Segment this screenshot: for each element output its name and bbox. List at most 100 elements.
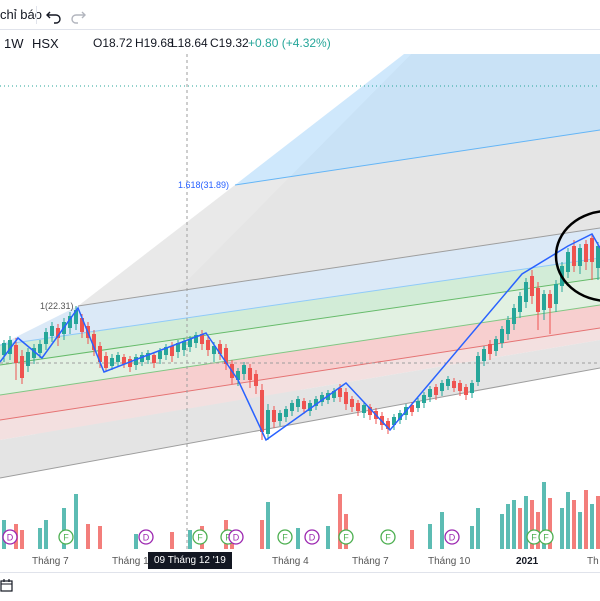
candle <box>428 389 432 397</box>
dividend-event-marker[interactable] <box>304 529 320 545</box>
candle <box>116 355 120 362</box>
candle <box>14 345 18 363</box>
candle <box>122 357 126 364</box>
event-marker-label: D <box>143 533 150 543</box>
candle <box>170 346 174 356</box>
candle <box>80 318 84 332</box>
candle <box>146 353 150 360</box>
x-tick-label: Tháng 7 <box>32 556 69 567</box>
undo-icon[interactable] <box>43 4 65 26</box>
candle <box>176 343 180 352</box>
candle <box>446 379 450 386</box>
candle <box>314 399 318 406</box>
x-tick-label: 2021 <box>516 556 539 567</box>
candle <box>398 413 402 420</box>
event-marker-label: F <box>343 533 349 543</box>
dividend-event-marker[interactable] <box>2 529 18 545</box>
time-axis[interactable]: Tháng 7 Tháng 10 Tháng 4 Tháng 7 Tháng 1… <box>0 549 600 571</box>
candle <box>566 252 570 272</box>
symbol-legend: 1W HSX O18.72 H19.68 L18.64 C19.32 +0.80… <box>0 30 600 54</box>
candle <box>8 340 12 354</box>
candle <box>494 339 498 351</box>
financials-event-marker[interactable] <box>538 529 554 545</box>
candle <box>512 308 516 324</box>
toolbar-divider <box>36 6 37 24</box>
x-tick-label: Th <box>587 556 599 567</box>
price-chart[interactable]: 1.618(31.89) 1(22.31) <box>0 54 600 549</box>
volume-bar <box>476 508 480 549</box>
volume-bar <box>44 520 48 549</box>
candle <box>536 288 540 312</box>
candle <box>518 296 522 312</box>
top-toolbar: chỉ báo <box>0 0 600 30</box>
event-marker-label: D <box>233 533 240 543</box>
candle <box>362 405 366 413</box>
candle <box>242 365 246 374</box>
dividend-event-marker[interactable] <box>444 529 460 545</box>
zigzag-wave-line[interactable] <box>0 233 600 442</box>
financials-event-marker[interactable] <box>58 529 74 545</box>
candle <box>596 246 600 268</box>
candle <box>152 355 156 363</box>
financials-event-marker[interactable] <box>192 529 208 545</box>
candle <box>92 334 96 350</box>
candle <box>284 409 288 417</box>
financials-event-marker[interactable] <box>277 529 293 545</box>
event-marker-label: F <box>225 533 231 543</box>
candle <box>422 395 426 403</box>
bottom-toolbar <box>0 572 600 601</box>
event-marker-label: F <box>197 533 203 543</box>
candle <box>368 407 372 415</box>
dividend-event-marker[interactable] <box>228 529 244 545</box>
candle <box>68 316 72 328</box>
candle <box>524 282 528 302</box>
volume-bar <box>188 530 192 549</box>
event-marker-label: F <box>531 533 537 543</box>
volume-bar <box>572 500 576 549</box>
candle <box>476 356 480 382</box>
exchange-label: HSX <box>32 36 59 51</box>
candle <box>206 340 210 350</box>
calendar-icon[interactable] <box>0 577 14 593</box>
candle <box>212 346 216 354</box>
volume-bar <box>170 532 174 549</box>
financials-event-marker[interactable] <box>338 529 354 545</box>
candle <box>488 344 492 354</box>
volume-bar <box>596 496 600 549</box>
highlight-ellipse[interactable] <box>554 210 600 302</box>
redo-icon[interactable] <box>67 4 89 26</box>
dividend-event-marker[interactable] <box>138 529 154 545</box>
volume-bar <box>566 492 570 549</box>
candle <box>254 374 258 386</box>
candle <box>278 413 282 421</box>
interval-label[interactable]: 1W <box>4 36 24 51</box>
fib-line-1 <box>77 227 600 307</box>
volume-bar <box>524 496 528 549</box>
crosshair-date-label: 09 Tháng 12 '19 <box>148 552 232 569</box>
candle <box>38 344 42 353</box>
candle <box>224 348 228 364</box>
candle <box>26 352 30 366</box>
candle <box>182 341 186 350</box>
indicators-button[interactable]: chỉ báo <box>0 7 42 22</box>
financials-event-marker[interactable] <box>380 529 396 545</box>
candle <box>572 246 576 266</box>
volume-bar <box>578 512 582 549</box>
close-value: C19.32 <box>210 36 249 50</box>
candle <box>542 294 546 310</box>
volume-bar <box>38 528 42 549</box>
candle <box>386 421 390 429</box>
candle <box>32 348 36 358</box>
volume-bar <box>266 502 270 549</box>
candle <box>236 371 240 380</box>
candle <box>500 329 504 343</box>
fib-channel[interactable] <box>0 54 600 479</box>
volume-bar <box>512 500 516 549</box>
candle <box>218 344 222 354</box>
event-marker-label: D <box>7 533 14 543</box>
candle <box>392 417 396 425</box>
candle <box>56 328 60 338</box>
volume-bar <box>62 508 66 549</box>
candle <box>164 347 168 355</box>
